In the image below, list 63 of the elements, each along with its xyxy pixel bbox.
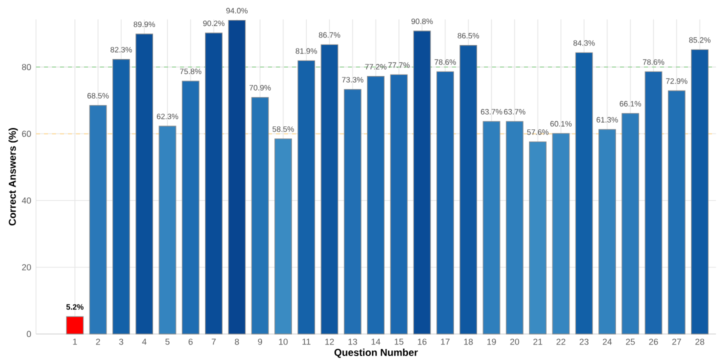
x-tick-label: 22 bbox=[556, 338, 566, 345]
x-tick-label: 6 bbox=[188, 338, 193, 345]
x-tick-label: 9 bbox=[258, 338, 262, 345]
x-tick-label: 27 bbox=[672, 338, 682, 345]
y-tick-label: 60 bbox=[22, 130, 31, 137]
x-tick-label: 24 bbox=[602, 338, 612, 345]
y-tick-label: 80 bbox=[22, 64, 31, 70]
bar bbox=[622, 113, 640, 334]
bar bbox=[367, 76, 385, 334]
bar bbox=[668, 90, 686, 334]
y-tick-label: 40 bbox=[22, 197, 31, 204]
x-tick-label: 25 bbox=[626, 338, 635, 345]
bar bbox=[298, 60, 316, 334]
x-tick-label: 4 bbox=[142, 338, 146, 345]
x-tick-label: 14 bbox=[372, 338, 380, 345]
bar bbox=[436, 71, 454, 334]
y-tick-label: 0 bbox=[26, 330, 31, 338]
bar bbox=[413, 30, 431, 334]
bar bbox=[112, 59, 130, 334]
x-tick-label: 12 bbox=[325, 338, 334, 345]
x-tick-label: 19 bbox=[487, 338, 496, 345]
bar bbox=[182, 80, 200, 334]
bar bbox=[691, 49, 709, 334]
x-tick-label: 28 bbox=[695, 338, 704, 345]
x-tick-label: 20 bbox=[510, 338, 520, 345]
x-tick-label: 17 bbox=[441, 338, 450, 345]
x-tick-label: 7 bbox=[212, 338, 216, 345]
bar bbox=[344, 89, 362, 334]
bar bbox=[460, 45, 478, 334]
x-tick-label: 18 bbox=[464, 338, 473, 345]
bar bbox=[552, 133, 570, 334]
bar bbox=[274, 138, 292, 334]
x-tick-label: 16 bbox=[418, 338, 426, 345]
y-axis-title: Correct Answers (%) bbox=[8, 128, 18, 226]
y-tick-label: 20 bbox=[22, 264, 31, 270]
bar bbox=[575, 52, 593, 334]
bar bbox=[529, 141, 547, 334]
x-tick-label: 21 bbox=[533, 338, 542, 345]
bar bbox=[66, 316, 84, 334]
x-tick-label: 26 bbox=[649, 338, 658, 345]
x-axis-title: Question Number bbox=[334, 348, 418, 358]
x-tick-label: 1 bbox=[73, 338, 77, 345]
bar bbox=[482, 121, 500, 334]
bar bbox=[228, 20, 246, 334]
bar bbox=[506, 121, 524, 334]
x-tick-label: 5 bbox=[165, 338, 170, 345]
bar bbox=[158, 126, 176, 334]
bar bbox=[205, 32, 222, 334]
x-tick-label: 2 bbox=[96, 338, 100, 345]
bar bbox=[89, 105, 107, 334]
x-tick-label: 3 bbox=[119, 338, 124, 345]
bar bbox=[390, 74, 408, 334]
bar bbox=[644, 71, 662, 334]
x-tick-label: 8 bbox=[234, 338, 239, 345]
x-tick-label: 10 bbox=[279, 338, 288, 345]
x-tick-label: 15 bbox=[394, 338, 404, 345]
bar bbox=[598, 129, 616, 334]
bar bbox=[320, 44, 338, 334]
bar bbox=[136, 34, 154, 334]
x-tick-label: 11 bbox=[302, 338, 310, 345]
bar bbox=[251, 97, 269, 334]
x-tick-label: 13 bbox=[348, 338, 358, 345]
x-tick-label: 23 bbox=[580, 338, 589, 345]
